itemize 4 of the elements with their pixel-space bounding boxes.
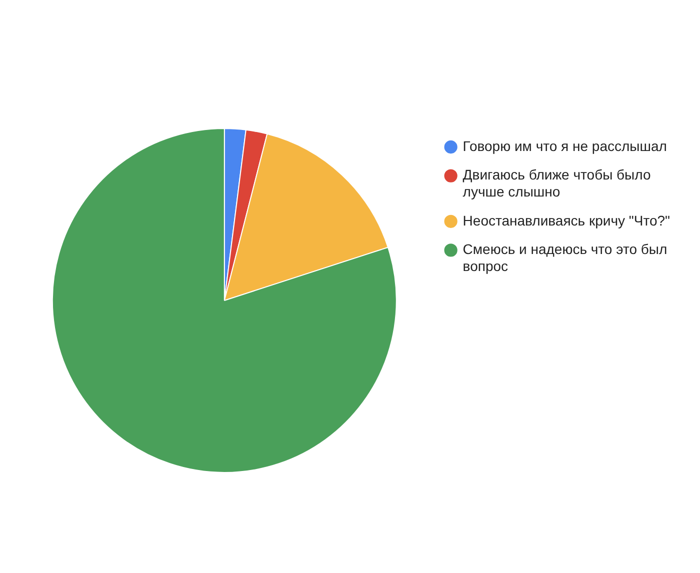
legend-label: Неостанавливаясь кричу "Что?" <box>462 212 670 228</box>
legend-label: Смеюсь и надеюсь что это был вопрос <box>462 241 668 274</box>
legend-label: Двигаюсь ближе чтобы было лучше слышно <box>462 166 651 200</box>
legend-label: Говорю им что я не расслышал <box>462 138 667 154</box>
